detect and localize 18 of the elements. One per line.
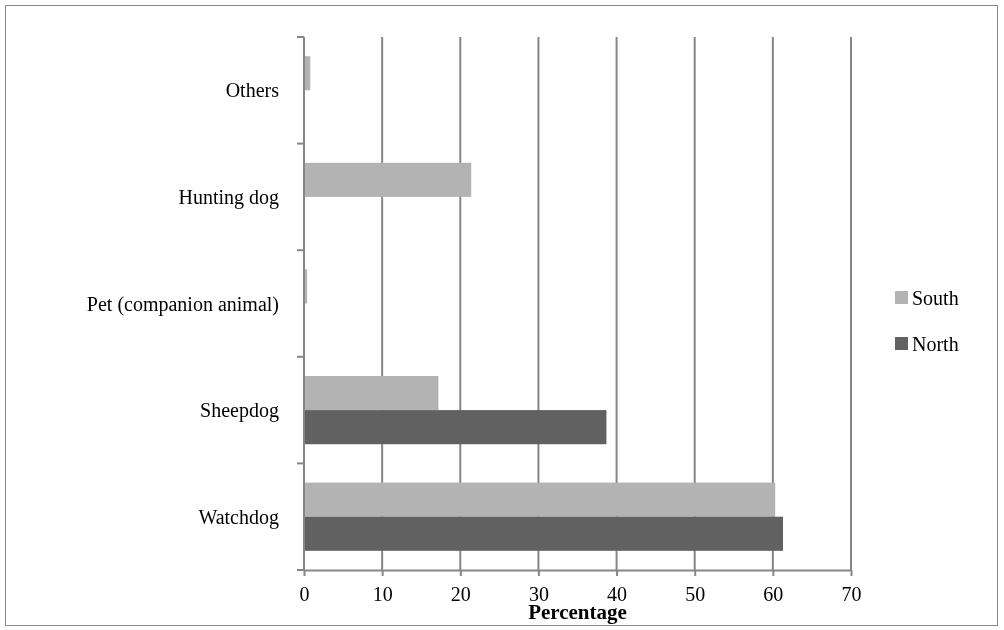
x-tick-label: 70 [841, 583, 862, 605]
y-tick-label: Watchdog [198, 505, 279, 529]
y-tick-label: Hunting dog [178, 185, 279, 209]
legend-label: North [912, 333, 959, 355]
legend-label: South [912, 287, 959, 309]
y-tick-label: Pet (companion animal) [86, 292, 279, 316]
bar [304, 162, 472, 197]
y-tick-label: Sheepdog [200, 399, 279, 423]
bar [304, 375, 439, 411]
x-tick-label: 10 [372, 583, 393, 605]
x-tick-label: 20 [450, 583, 471, 605]
bar [304, 482, 776, 517]
x-tick-label: 50 [685, 583, 706, 605]
bar [304, 410, 607, 445]
x-tick-label: 0 [299, 583, 310, 605]
y-tick-label: Others [225, 79, 280, 102]
bar [304, 516, 784, 551]
x-tick-label: 60 [763, 583, 784, 605]
